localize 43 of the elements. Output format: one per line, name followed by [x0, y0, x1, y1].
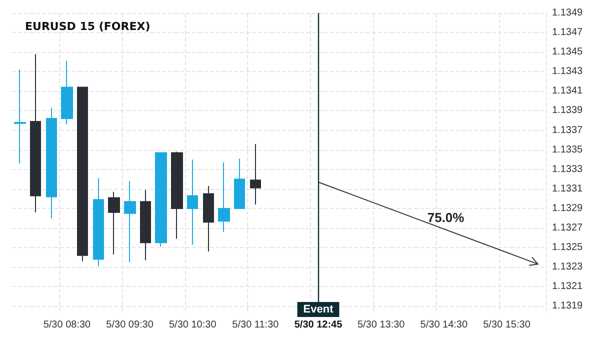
candlestick — [171, 151, 183, 240]
candlestick — [46, 107, 57, 219]
candlestick — [218, 162, 230, 232]
y-tick-label: 1.1327 — [552, 222, 584, 234]
y-tick-label: 1.1325 — [552, 242, 584, 254]
candlestick — [155, 152, 167, 248]
y-tick-label: 1.1337 — [552, 124, 584, 136]
y-tick-label: 1.1323 — [552, 262, 584, 273]
candlestick — [77, 86, 88, 262]
candlestick — [93, 178, 104, 267]
candlestick — [30, 54, 41, 213]
text: EURUSD 15 (FOREX) — [25, 20, 150, 33]
candlestick — [187, 159, 198, 246]
x-tick-label: 5/30 10:30 — [168, 320, 217, 330]
x-tick-label: 5/30 09:30 — [106, 320, 154, 330]
candlestick — [124, 180, 136, 263]
candlestick — [14, 69, 26, 164]
candlestick — [234, 158, 245, 209]
y-tick-label: 1.1319 — [552, 300, 584, 312]
y-tick-label: 1.1321 — [552, 281, 584, 292]
y-tick-label: 1.1329 — [552, 202, 584, 214]
candlestick — [250, 143, 261, 206]
candlestick — [140, 189, 151, 261]
candlestick — [203, 185, 214, 252]
ref-line-label: Event — [303, 304, 334, 316]
candlestick — [108, 191, 120, 255]
y-tick-label: 1.1341 — [552, 86, 584, 97]
annotation: 75.0% — [427, 210, 465, 226]
y-tick-label: 1.1331 — [552, 183, 584, 194]
y-tick-label: 1.1333 — [552, 164, 584, 175]
y-tick-label: 1.1345 — [552, 46, 584, 58]
y-tick-label: 1.1335 — [552, 144, 584, 156]
y-tick-label: 1.1347 — [552, 27, 584, 38]
y-tick-label: 1.1349 — [552, 8, 584, 18]
y-tick-label: 1.1343 — [552, 66, 584, 78]
y-tick-label: 1.1339 — [552, 105, 584, 116]
x-tick-label: 5/30 08:30 — [43, 320, 92, 330]
x-tick-label: 5/30 12:45 — [294, 320, 343, 330]
x-tick-label: 5/30 11:30 — [232, 320, 280, 330]
x-tick-label: 5/30 15:30 — [483, 320, 531, 330]
x-tick-label: 5/30 14:30 — [420, 320, 468, 330]
candlestick — [61, 60, 73, 125]
x-tick-label: 5/30 13:30 — [357, 320, 406, 330]
